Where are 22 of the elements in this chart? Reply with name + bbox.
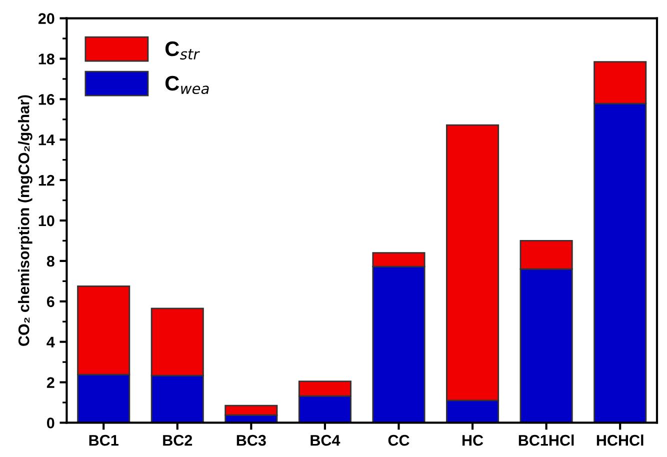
y-tick-label: 6 — [46, 296, 54, 308]
y-tick-label: 14 — [38, 134, 55, 146]
y-tick-label: 0 — [47, 418, 54, 428]
x-tick-label: BC2 — [163, 434, 192, 446]
y-tick-label: 20 — [38, 13, 54, 24]
legend-label: C$_{str}$ — [165, 41, 200, 60]
x-tick-label: BC3 — [236, 434, 266, 446]
y-tick-label: 4 — [46, 336, 55, 348]
y-tick-label: 10 — [38, 215, 54, 226]
x-tick-label: BC4 — [310, 434, 340, 446]
x-tick-label: HC — [462, 434, 484, 446]
y-axis-title: CO₂ chemisorption (mgCO₂/gchar) — [18, 95, 32, 346]
legend-label: C$_{wea}$ — [165, 76, 209, 94]
x-tick-label: BC1 — [89, 434, 118, 446]
y-tick-label: 8 — [46, 256, 54, 267]
x-tick-label: BC1HCl — [518, 434, 574, 446]
y-tick-label: 2 — [46, 377, 54, 388]
y-tick-label: 12 — [38, 174, 54, 186]
y-tick-label: 16 — [38, 94, 54, 105]
x-tick-label: CC — [388, 434, 410, 446]
x-tick-label: HCHCl — [596, 434, 644, 446]
y-tick-label: 18 — [38, 54, 54, 64]
